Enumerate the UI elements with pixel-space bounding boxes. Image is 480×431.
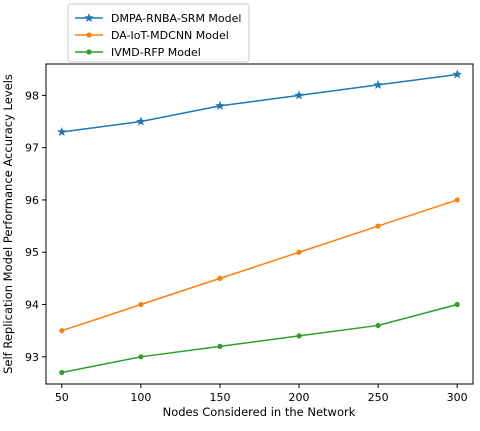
legend-marker [86,32,92,38]
y-tick-label: 95 [25,246,39,259]
data-point [296,333,302,339]
legend-label: IVMD-RFP Model [111,46,201,59]
y-tick-label: 96 [25,194,39,207]
data-point [217,275,223,281]
x-tick-label: 150 [209,391,230,404]
y-tick-label: 93 [25,351,39,364]
data-point [375,223,381,229]
data-point [138,301,144,308]
legend-marker [84,13,94,23]
x-axis-label: Nodes Considered in the Network [163,405,356,419]
legend-label: DMPA-RNBA-SRM Model [111,12,241,25]
legend-marker [86,49,92,55]
x-tick-label: 250 [368,391,389,404]
data-point [373,79,383,89]
data-point [294,90,304,100]
y-axis-label: Self Replication Model Performance Accur… [1,74,15,374]
series-line-1 [61,73,458,133]
data-point [296,249,302,255]
legend-label: DA-IoT-MDCNN Model [111,29,229,42]
data-point [57,126,67,137]
series-layer [57,69,462,376]
series-line-3 [61,303,458,374]
data-point [454,301,460,308]
data-point [59,328,65,334]
plot-area [45,63,474,385]
legend: DMPA-RNBA-SRM Model DA-IoT-MDCNN Model IVM… [67,3,250,63]
data-point [136,116,146,126]
y-tick-label: 98 [25,89,39,102]
y-ticks: 93 94 95 96 97 98 [25,89,46,364]
data-point [375,322,381,329]
data-point [138,354,144,360]
y-tick-label: 94 [25,299,39,312]
legend-box [67,3,250,63]
data-point [452,69,462,79]
x-tick-label: 50 [55,391,69,404]
data-point [59,369,65,376]
x-ticks: 50 100 150 200 250 300 [55,384,468,404]
x-tick-label: 200 [289,391,310,404]
data-point [217,343,223,349]
x-tick-label: 100 [130,391,151,404]
x-tick-label: 300 [447,391,468,404]
data-point [454,197,460,203]
y-tick-label: 97 [25,142,39,155]
series-line-2 [61,199,458,332]
data-point [215,100,225,110]
